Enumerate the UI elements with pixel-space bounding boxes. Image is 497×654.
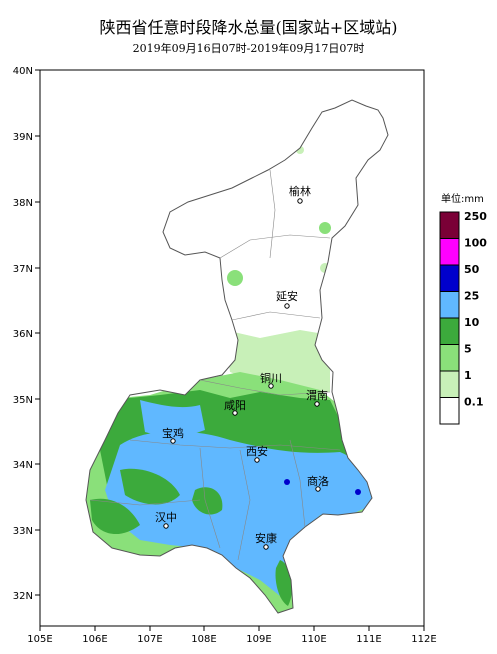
- map-title: 陕西省任意时段降水总量(国家站+区域站): [99, 18, 398, 37]
- city-label-tongchuan: 铜川: [260, 371, 282, 385]
- lon-label-108: 108E: [191, 634, 216, 645]
- legend-label: 25: [464, 290, 479, 303]
- legend-label: 100: [464, 237, 487, 250]
- legend-label: 5: [464, 343, 472, 356]
- legend: 单位:mm 250 100 50 25 10 5 1 0.1: [439, 192, 487, 425]
- legend-label: 0.1: [464, 396, 484, 409]
- map-subtitle: 2019年09月16日07时-2019年09月17日07时: [132, 42, 365, 55]
- lat-label-32: 32N: [13, 591, 33, 602]
- legend-boxes: 250 100 50 25 10 5 1 0.1: [439, 210, 487, 425]
- legend-swatch: [439, 317, 460, 345]
- city-hanzhong: 汉中: [155, 511, 177, 529]
- lon-label-106: 106E: [82, 634, 107, 645]
- city-label-yulin: 榆林: [289, 184, 311, 198]
- city-label-weinan: 渭南: [306, 389, 328, 402]
- lon-label-105: 105E: [27, 634, 52, 645]
- lat-label-39: 39N: [13, 132, 33, 143]
- city-yulin: 榆林: [289, 184, 311, 204]
- legend-swatch: [439, 344, 460, 372]
- lat-label-35: 35N: [13, 395, 33, 406]
- county-boundaries: [89, 169, 341, 561]
- lon-label-110: 110E: [301, 634, 326, 645]
- city-shangluo: 商洛: [307, 474, 329, 492]
- lon-label-107: 107E: [137, 634, 162, 645]
- city-label-baoji: 宝鸡: [162, 426, 184, 440]
- legend-label: 250: [464, 210, 487, 223]
- legend-label: 1: [464, 369, 472, 382]
- lat-label-33: 33N: [13, 526, 33, 537]
- lat-label-40: 40N: [13, 66, 33, 77]
- city-xian: 西安: [246, 444, 268, 463]
- legend-title: 单位:mm: [441, 192, 484, 205]
- city-baoji: 宝鸡: [162, 426, 184, 444]
- city-yanan: 延安: [276, 289, 298, 309]
- city-label-hanzhong: 汉中: [155, 511, 177, 524]
- legend-swatch: [439, 211, 460, 239]
- city-label-shangluo: 商洛: [307, 474, 329, 488]
- lon-label-111: 111E: [356, 634, 381, 645]
- lon-label-109: 109E: [246, 634, 271, 645]
- city-xianyang: 咸阳: [224, 399, 246, 416]
- city-tongchuan: 铜川: [260, 371, 282, 389]
- legend-swatch: [439, 264, 460, 292]
- city-ankang: 安康: [255, 531, 277, 550]
- lat-label-37: 37N: [13, 264, 33, 275]
- lat-axis: 40N 39N 38N 37N 36N 35N 34N 33N 32N: [13, 66, 40, 602]
- legend-label: 10: [464, 316, 480, 329]
- city-label-xianyang: 咸阳: [224, 399, 246, 412]
- lat-label-38: 38N: [13, 198, 33, 209]
- city-weinan: 渭南: [306, 389, 328, 407]
- lon-axis: 105E 106E 107E 108E 109E 110E 111E 112E: [27, 626, 437, 645]
- lon-label-112: 112E: [411, 634, 436, 645]
- legend-swatch: [439, 238, 460, 266]
- city-label-ankang: 安康: [255, 531, 277, 545]
- legend-label: 50: [464, 263, 480, 276]
- city-label-xian: 西安: [246, 444, 268, 458]
- city-label-yanan: 延安: [276, 289, 298, 303]
- legend-swatch: [439, 291, 460, 319]
- lat-label-34: 34N: [13, 460, 33, 471]
- city-markers: 榆林 延安 铜川 渭南 咸阳 宝鸡 西安 商洛: [155, 184, 329, 550]
- legend-swatch: [439, 370, 460, 398]
- legend-swatch: [439, 397, 460, 425]
- lat-label-36: 36N: [13, 329, 33, 340]
